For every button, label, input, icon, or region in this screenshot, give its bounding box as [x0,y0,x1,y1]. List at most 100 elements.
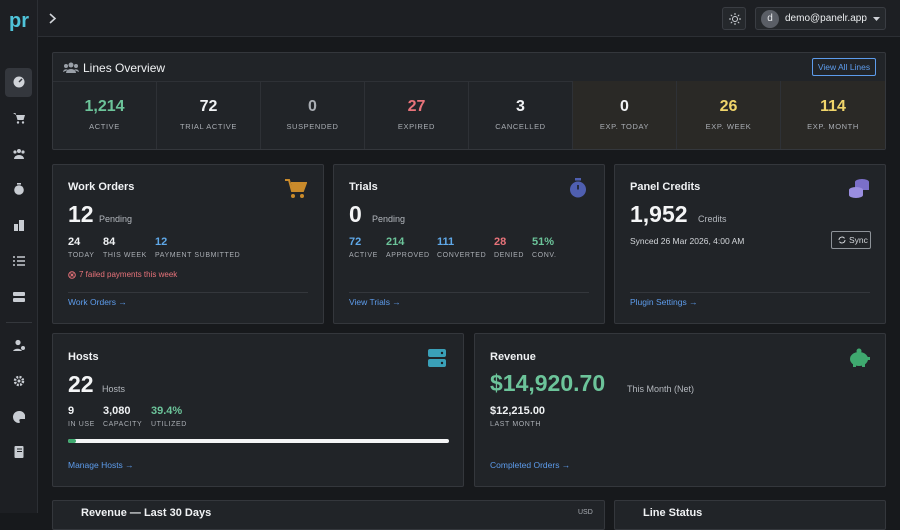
stat-value: 0 [308,98,317,115]
lines-overview: Lines Overview View All Lines 1,214 ACTIV… [52,52,886,150]
revenue-card: Revenue $14,920.70 This Month (Net) $12,… [474,333,886,487]
big-number: 22 [68,371,94,397]
stat-cell: 1,214 ACTIVE [53,81,157,149]
stat-value: 111 [437,236,455,248]
stat-label: APPROVED [386,252,430,259]
stat-cell: 26 EXP. WEEK [677,81,781,149]
panel-title: Lines Overview [83,61,166,75]
nav-icon[interactable] [13,291,25,303]
card-link[interactable]: Work Orders → [68,297,127,307]
big-label: Pending [99,214,133,224]
line-status-panel: Line Status [614,500,886,530]
nav-icon[interactable] [13,183,25,195]
stat-value: 39.4% [151,405,183,417]
stat-label: TODAY [68,252,95,259]
big-number: $14,920.70 [490,370,606,396]
card-link[interactable]: View Trials → [349,297,401,307]
card-title: Panel Credits [630,181,701,193]
stat-label: ACTIVE [349,252,378,259]
work-orders-card: Work Orders 12 Pending 24 TODAY 84 THIS … [52,164,324,324]
progress-track [68,439,449,443]
stat-cell: 27 EXPIRED [365,81,469,149]
stat-value: 1,214 [84,98,125,115]
theme-toggle[interactable] [722,7,746,30]
card-title: Revenue [490,351,536,363]
stat-value: 9 [68,405,75,417]
nav-icon[interactable] [13,148,25,160]
nav-icon[interactable] [13,112,25,124]
hosts-card: Hosts 22 Hosts 9 IN USE 3,080 CAPACITY 3… [52,333,464,487]
big-number: 1,952 [630,201,688,227]
stopwatch-icon [570,178,586,198]
stat-label: SUSPENDED [286,122,339,131]
panel-title: Revenue — Last 30 Days [81,507,212,519]
big-label: Pending [372,214,406,224]
nav-icon[interactable] [13,255,25,267]
progress-fill [68,439,76,443]
nav-icon[interactable] [13,76,25,88]
big-label: Hosts [102,384,126,394]
nav-icon[interactable] [13,219,25,231]
card-link[interactable]: Completed Orders → [490,460,571,470]
divider [68,292,308,293]
stat-cell: 72 TRIAL ACTIVE [157,81,261,149]
nav-icon[interactable] [13,411,25,423]
stat-value: 72 [199,98,218,115]
expand-icon[interactable] [47,12,57,25]
stat-cell: 3 CANCELLED [469,81,573,149]
stat-label: CONV. [532,252,557,259]
card-link[interactable]: Manage Hosts → [68,460,134,470]
panel-credits-card: Panel Credits 1,952 Credits Synced 26 Ma… [614,164,886,324]
stat-label: PAYMENT SUBMITTED [155,252,241,259]
sync-button[interactable]: Sync [831,231,871,249]
stat-label: IN USE [68,421,95,428]
stat-value: 114 [820,98,846,115]
stat-label: CONVERTED [437,252,487,259]
card-link[interactable]: Plugin Settings → [630,297,698,307]
stat-label: THIS WEEK [103,252,147,259]
users-icon [63,62,79,73]
logo[interactable]: pr [9,10,29,32]
alert-text: 7 failed payments this week [79,270,178,279]
stat-label: UTILIZED [151,421,187,428]
top-bar: d demo@panelr.app [38,0,900,37]
big-number: 12 [68,201,94,227]
stat-cell: 114 EXP. MONTH [781,81,885,149]
divider [53,81,885,82]
card-title: Work Orders [68,181,135,193]
big-label: This Month (Net) [627,384,695,394]
stat-label: EXPIRED [397,122,436,131]
stat-value: 51% [532,236,555,248]
stat-value: 3 [516,98,525,115]
alert-icon [68,271,76,279]
stat-label: DENIED [494,252,525,259]
nav-icon[interactable] [13,375,25,387]
nav-separator [6,322,32,323]
stat-value: 72 [349,236,362,248]
revenue-chart-panel: Revenue — Last 30 Days USD [52,500,605,530]
stat-label: EXP. WEEK [705,122,752,131]
stat-label: TRIAL ACTIVE [180,122,237,131]
piggy-icon [850,348,870,367]
last-month-label: LAST MONTH [490,421,541,428]
divider [349,292,589,293]
divider [630,292,870,293]
stat-label: CANCELLED [495,122,546,131]
nav-icon[interactable] [13,339,25,351]
stat-value: 24 [68,236,81,248]
panel-title: Line Status [643,507,703,519]
card-title: Trials [349,181,378,193]
stat-label: CAPACITY [103,421,143,428]
big-number: 0 [349,201,362,227]
nav-icon[interactable] [13,446,25,458]
coins-icon [849,179,869,198]
stat-value: 0 [620,98,629,115]
user-menu[interactable]: d demo@panelr.app [755,7,886,30]
stat-label: EXP. TODAY [599,122,650,131]
view-all-button[interactable]: View All Lines [812,58,876,76]
server-icon [428,349,446,367]
stat-value: 12 [155,236,168,248]
sidebar: pr [0,0,38,513]
stat-value: 3,080 [103,405,131,417]
